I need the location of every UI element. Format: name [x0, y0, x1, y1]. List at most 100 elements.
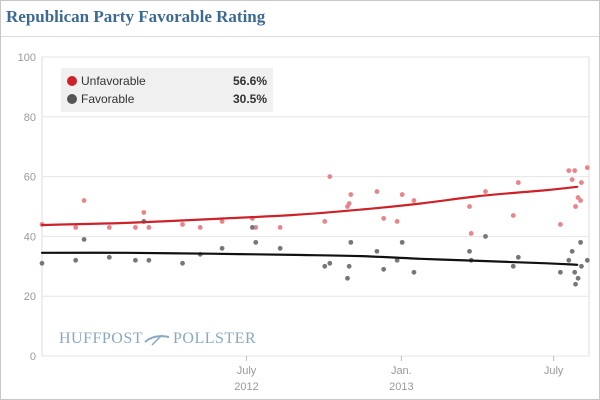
- trend-line-unfavorable: [40, 185, 579, 227]
- brand-logo: HUFFPOST POLLSTER: [59, 330, 259, 350]
- data-point-favorable-25: [483, 234, 488, 239]
- data-point-unfavorable-30: [569, 177, 575, 182]
- data-point-favorable-21: [399, 239, 405, 245]
- data-point-favorable-13: [322, 263, 328, 269]
- chart-title: Republican Party Favorable Rating: [6, 7, 266, 26]
- data-point-favorable-33: [575, 275, 581, 281]
- data-point-favorable-29: [566, 257, 572, 263]
- data-point-unfavorable-32: [573, 204, 578, 209]
- legend-value-favorable: 30.5%: [232, 92, 267, 106]
- data-point-favorable-3: [106, 254, 112, 260]
- legend-label-favorable: Favorable: [81, 92, 135, 106]
- data-point-unfavorable-27: [515, 180, 521, 185]
- data-point-unfavorable-11: [253, 225, 259, 230]
- axis-layer: 0 20 40 60 80 100 July 2012 Jan. 2013 July: [18, 52, 564, 393]
- y-tick-label-80: 80: [24, 112, 36, 124]
- data-point-unfavorable-6: [146, 225, 152, 230]
- data-point-unfavorable-7: [180, 222, 185, 227]
- data-point-favorable-20: [394, 257, 400, 263]
- data-point-favorable-4: [133, 257, 138, 263]
- data-point-unfavorable-12: [277, 225, 283, 230]
- data-point-favorable-9: [219, 245, 225, 251]
- data-point-favorable-16: [346, 263, 352, 269]
- pollster-swoosh-icon: [144, 334, 170, 346]
- data-point-unfavorable-19: [381, 216, 387, 221]
- data-point-favorable-11: [253, 239, 259, 245]
- trend-line-favorable: [40, 251, 579, 266]
- data-point-favorable-31: [572, 269, 578, 275]
- legend-item-favorable[interactable]: Favorable 30.5%: [61, 90, 273, 108]
- data-point-favorable-2: [81, 236, 87, 242]
- y-tick-label-40: 40: [24, 231, 36, 243]
- data-point-unfavorable-29: [566, 168, 572, 174]
- legend-swatch-favorable: [67, 94, 77, 104]
- data-point-unfavorable-21: [399, 192, 405, 197]
- data-point-favorable-35: [579, 263, 584, 269]
- data-point-favorable-6: [146, 257, 152, 263]
- data-point-unfavorable-34: [578, 198, 583, 203]
- data-point-unfavorable-28: [557, 222, 563, 227]
- data-point-unfavorable-5: [141, 210, 147, 215]
- legend-label-unfavorable: Unfavorable: [81, 74, 146, 88]
- data-point-favorable-26: [510, 263, 516, 269]
- data-point-favorable-36: [584, 257, 590, 263]
- grid-layer: [41, 56, 590, 357]
- y-tick-label-20: 20: [24, 291, 36, 303]
- y-tick-label-60: 60: [24, 172, 36, 184]
- data-point-unfavorable-36: [584, 165, 590, 171]
- data-point-unfavorable-23: [467, 204, 472, 209]
- data-point-unfavorable-16: [346, 201, 352, 206]
- data-point-favorable-1: [73, 257, 79, 263]
- data-point-unfavorable-20: [394, 219, 400, 224]
- x-tick-label-2: July: [544, 365, 564, 377]
- trend-layer: [40, 185, 579, 266]
- data-point-favorable-15: [345, 275, 350, 281]
- data-point-favorable-19: [381, 266, 387, 272]
- data-point-unfavorable-18: [374, 189, 380, 194]
- x-tick-label-1: Jan.: [391, 365, 412, 377]
- data-point-favorable-7: [180, 260, 185, 266]
- data-point-favorable-30: [569, 248, 575, 254]
- data-point-unfavorable-25: [483, 189, 488, 194]
- data-point-favorable-34: [578, 239, 583, 245]
- legend-value-unfavorable: 56.6%: [232, 74, 267, 88]
- data-point-favorable-14: [327, 260, 333, 266]
- data-point-unfavorable-8: [197, 225, 203, 230]
- data-point-unfavorable-2: [81, 198, 87, 203]
- x-tick-label-0: July: [237, 365, 257, 377]
- data-point-favorable-27: [515, 254, 521, 260]
- data-point-unfavorable-22: [411, 198, 417, 203]
- data-point-unfavorable-14: [327, 174, 333, 180]
- data-point-unfavorable-1: [73, 225, 79, 230]
- data-point-unfavorable-24: [468, 231, 474, 236]
- data-point-unfavorable-31: [572, 168, 578, 174]
- data-point-unfavorable-26: [510, 213, 516, 218]
- brand-huffpost: HUFFPOST: [59, 330, 144, 347]
- data-point-unfavorable-4: [133, 225, 138, 230]
- brand-pollster: POLLSTER: [173, 330, 257, 347]
- data-point-favorable-18: [374, 248, 380, 254]
- data-point-favorable-32: [573, 281, 578, 287]
- data-point-favorable-23: [467, 248, 472, 254]
- legend-item-unfavorable[interactable]: Unfavorable 56.6%: [61, 72, 273, 90]
- data-point-favorable-28: [557, 269, 563, 275]
- data-point-favorable-22: [411, 269, 417, 275]
- data-point-unfavorable-35: [579, 180, 584, 185]
- x-tick-sublabel-1: 2013: [389, 381, 413, 393]
- data-point-favorable-12: [277, 245, 283, 251]
- legend-swatch-unfavorable: [67, 76, 77, 86]
- data-point-favorable-0: [39, 260, 45, 266]
- x-tick-sublabel-0: 2012: [234, 381, 258, 393]
- data-point-unfavorable-17: [348, 192, 354, 197]
- y-tick-label-0: 0: [30, 351, 36, 363]
- data-point-favorable-17: [348, 239, 354, 245]
- legend: Unfavorable 56.6% Favorable 30.5%: [61, 68, 273, 112]
- y-tick-label-100: 100: [18, 52, 36, 64]
- points-layer: [39, 165, 590, 287]
- data-point-unfavorable-13: [322, 219, 328, 224]
- data-point-favorable-10: [249, 225, 255, 230]
- data-point-unfavorable-3: [106, 225, 112, 230]
- title-divider: [1, 36, 599, 37]
